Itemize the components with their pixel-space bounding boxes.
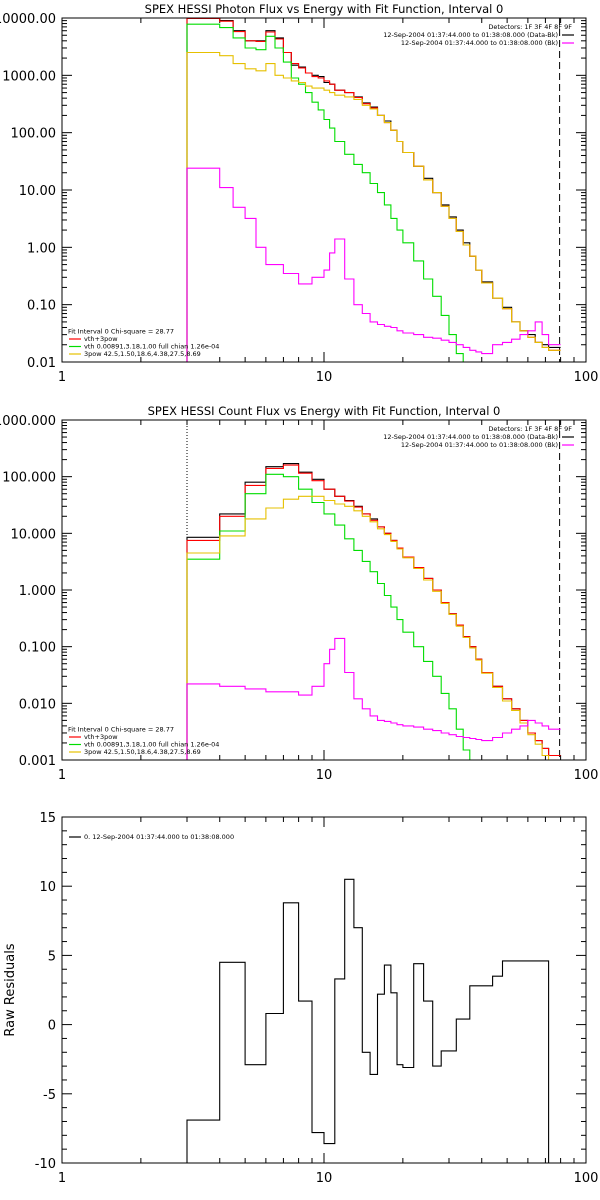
- y-tick-label: 1.000: [19, 584, 56, 599]
- legend: 0. 12-Sep-2004 01:37:44.000 to 01:38:08.…: [69, 833, 234, 841]
- legend-entry: vth+3pow: [84, 733, 118, 741]
- series-line-vth: [186, 473, 561, 760]
- legend-entry: Fit Interval 0 Chi-square = 28.77: [68, 726, 174, 734]
- y-tick-label: 1000.00: [2, 69, 56, 84]
- y-tick-label: 0.01: [27, 356, 56, 371]
- y-tick-label: 100.000: [2, 471, 56, 486]
- chart-title: SPEX HESSI Count Flux vs Energy with Fit…: [148, 404, 501, 418]
- series-line-3pow: [186, 495, 561, 760]
- legend-entry: 3pow 42.5,1.50,18.6,4.38,27.5,8.69: [84, 748, 201, 756]
- info-line: 12-Sep-2004 01:37:44.000 to 01:38:08.000…: [383, 31, 558, 39]
- legend-entry: vth 0.00891,3.18,1.00 full chian 1.26e-0…: [84, 343, 219, 351]
- y-tick-label: 0.10: [27, 299, 56, 314]
- series-line-vth-3pow: [186, 18, 561, 362]
- series-line-residuals: [186, 878, 561, 1163]
- y-axis: 15 10 5 0 -5 -10: [35, 811, 586, 1172]
- series-line-3pow: [186, 51, 561, 362]
- x-tick-label: 100: [574, 370, 599, 385]
- chart-title: SPEX HESSI Photon Flux vs Energy with Fi…: [145, 2, 504, 16]
- chart-panel-1: SPEX HESSI Photon Flux vs Energy with Fi…: [0, 2, 598, 385]
- y-tick-label: 15: [39, 811, 56, 826]
- series-line-bk: [186, 167, 561, 362]
- legend: Fit Interval 0 Chi-square = 28.77vth+3po…: [68, 726, 219, 757]
- series-group: [186, 18, 561, 362]
- x-axis: 1 10 100: [58, 817, 599, 1186]
- y-tick-label: 10.00: [19, 184, 56, 199]
- y-tick-label: 10: [39, 880, 56, 895]
- legend-entry: vth 0.00891,3.18,1.00 full chian 1.26e-0…: [84, 741, 219, 749]
- x-tick-label: 100: [574, 1171, 599, 1186]
- chart-panel-3: 1 10 100 15 10 5 0 -5 -10 Raw Residuals 0. 12-Sep-…: [3, 811, 598, 1186]
- x-axis: 1 10 100: [58, 420, 599, 783]
- y-tick-label: 0: [48, 1019, 56, 1034]
- legend-entry: Fit Interval 0 Chi-square = 28.77: [68, 328, 174, 336]
- series-line-bk: [186, 637, 561, 760]
- y-tick-label: 1000.000: [0, 414, 56, 429]
- plot-frame: [61, 419, 587, 761]
- series-group: [186, 463, 561, 760]
- series-line-vth: [186, 23, 561, 362]
- y-tick-label: 10.000: [11, 527, 57, 542]
- y-tick-label: -5: [43, 1088, 56, 1103]
- x-tick-label: 1: [58, 768, 66, 783]
- legend: Fit Interval 0 Chi-square = 28.77vth+3po…: [68, 328, 219, 359]
- y-axis: 1000.000 100.000 10.000 1.000 0.100 0.010 0.00…: [0, 414, 586, 769]
- info-line: 12-Sep-2004 01:37:44.000 to 01:38:08.000…: [383, 433, 558, 441]
- legend-entry: 3pow 42.5,1.50,18.6,4.38,27.5,8.69: [84, 350, 201, 358]
- y-tick-label: 0.010: [19, 697, 56, 712]
- legend-entry: vth+3pow: [84, 335, 118, 343]
- plot-frame: [61, 17, 587, 363]
- x-tick-label: 1: [58, 1171, 66, 1186]
- info-line: 12-Sep-2004 01:37:44.000 to 01:38:08.000…: [401, 39, 558, 47]
- legend-entry: 0. 12-Sep-2004 01:37:44.000 to 01:38:08.…: [84, 833, 234, 841]
- info-line: 12-Sep-2004 01:37:44.000 to 01:38:08.000…: [401, 441, 558, 449]
- y-tick-label: 0.001: [19, 754, 56, 769]
- info-line: Detectors: 1F 3F 4F 8F 9F: [488, 425, 572, 433]
- y-axis: 10000.00 1000.00 100.00 10.00 1.00 0.10 0.01: [0, 12, 586, 371]
- y-tick-label: 10000.00: [0, 12, 56, 27]
- series-line-data-bk: [186, 18, 561, 362]
- chart-panel-2: SPEX HESSI Count Flux vs Energy with Fit…: [0, 404, 598, 783]
- x-tick-label: 1: [58, 370, 66, 385]
- x-tick-label: 100: [574, 768, 599, 783]
- y-tick-label: 5: [48, 949, 56, 964]
- series-group: [186, 878, 561, 1163]
- y-tick-label: -10: [35, 1157, 56, 1172]
- y-tick-label: 100.00: [11, 127, 57, 142]
- x-tick-label: 10: [316, 370, 333, 385]
- y-tick-label: 1.00: [27, 241, 56, 256]
- y-axis-label: Raw Residuals: [3, 943, 18, 1036]
- info-line: Detectors: 1F 3F 4F 8F 9F: [488, 23, 572, 31]
- x-tick-label: 10: [316, 1171, 333, 1186]
- x-tick-label: 10: [316, 768, 333, 783]
- y-tick-label: 0.100: [19, 641, 56, 656]
- plot-frame: [61, 816, 587, 1164]
